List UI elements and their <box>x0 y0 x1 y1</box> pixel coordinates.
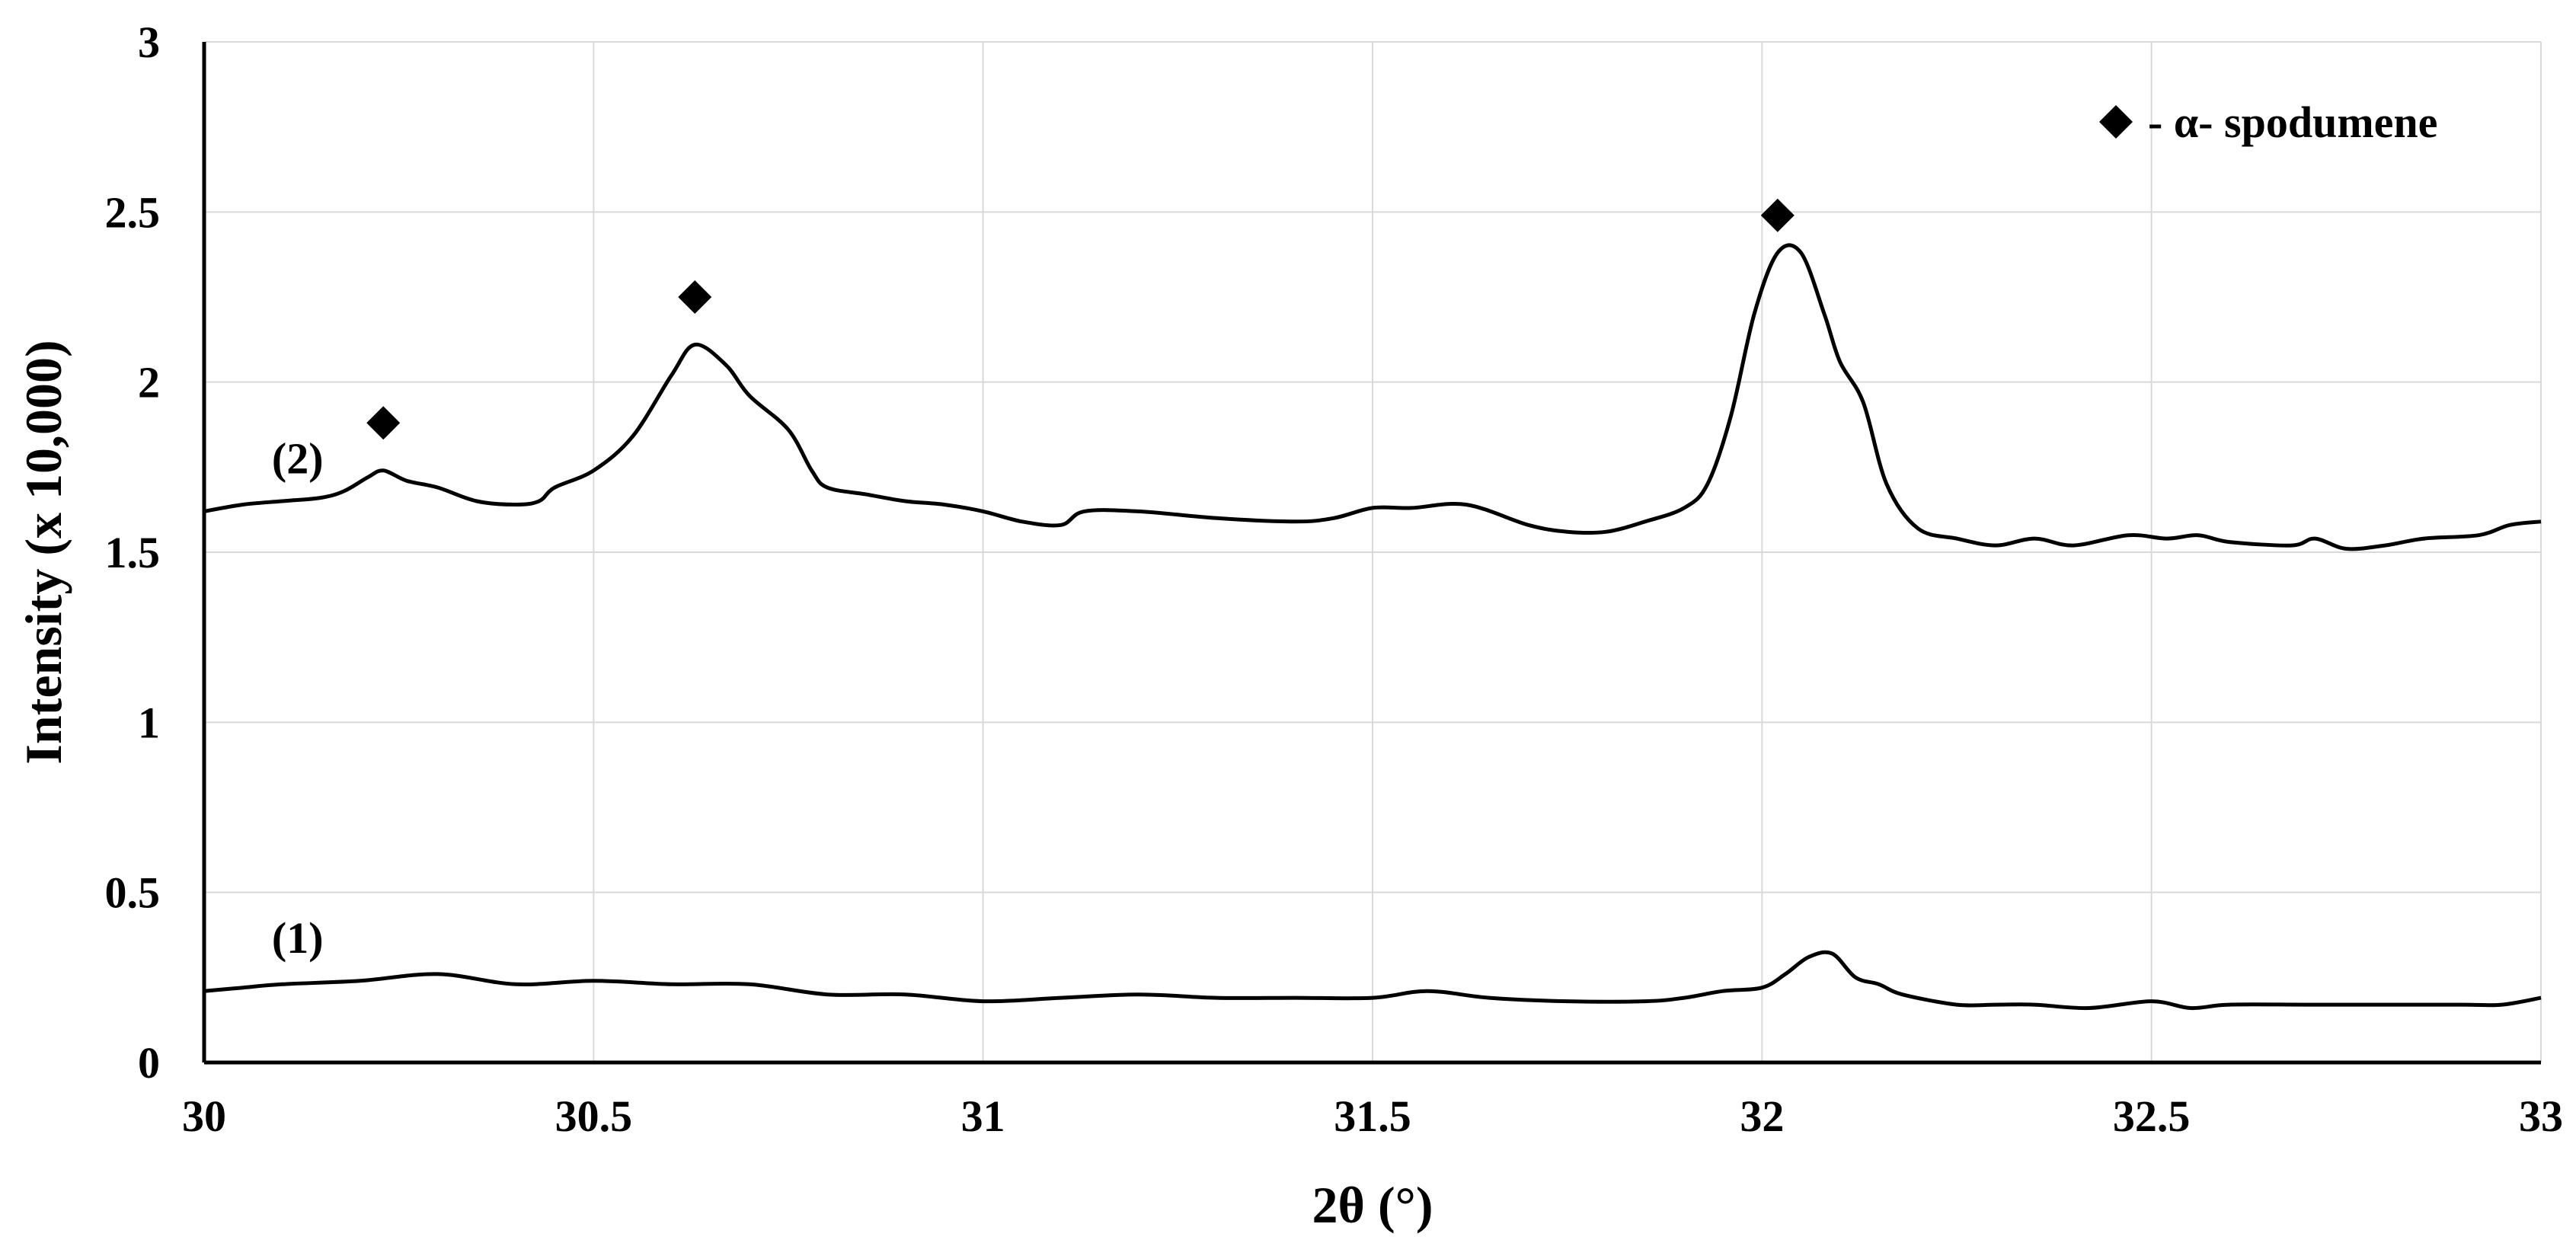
y-tick-label: 2 <box>138 358 160 407</box>
series-label: (1) <box>272 913 324 963</box>
x-tick-label: 32.5 <box>2113 1091 2191 1141</box>
y-tick-label: 3 <box>138 18 160 67</box>
grid-layer <box>203 41 2542 1063</box>
axis-layer <box>202 42 2541 1065</box>
series-line-2 <box>203 243 2542 551</box>
x-tick-label: 30.5 <box>555 1091 633 1141</box>
tick-layer: 30 30.5 31 31.5 32 32.5 33 0 0.5 1 1.5 2 2.5 3 <box>105 18 2564 1141</box>
x-tick-label: 30 <box>182 1091 226 1141</box>
marker-layer <box>366 198 1795 440</box>
y-tick-label: 2.5 <box>105 187 161 237</box>
y-tick-label: 0.5 <box>105 868 161 918</box>
spodumene-marker <box>678 280 712 314</box>
series-layer <box>203 243 2542 1011</box>
x-tick-label: 31 <box>961 1091 1005 1141</box>
y-tick-label: 1 <box>138 698 160 747</box>
legend: - α- spodumene <box>2099 97 2437 147</box>
y-tick-label: 0 <box>138 1038 160 1088</box>
spodumene-marker <box>1760 198 1795 232</box>
series-line-1 <box>203 950 2542 1011</box>
y-tick-label: 1.5 <box>105 528 161 577</box>
x-tick-label: 32 <box>1740 1091 1784 1141</box>
legend-diamond-icon <box>2099 105 2133 139</box>
legend-label: - α- spodumene <box>2148 97 2437 147</box>
series-label: (2) <box>272 433 324 483</box>
label-layer: 2θ (°) Intensity (x 10,000) (2) (1) <box>14 340 1433 1234</box>
x-tick-label: 33 <box>2519 1091 2563 1141</box>
spodumene-marker <box>366 406 401 440</box>
y-axis-title: Intensity (x 10,000) <box>14 340 72 764</box>
x-axis-title: 2θ (°) <box>1312 1176 1433 1234</box>
x-tick-label: 31.5 <box>1334 1091 1411 1141</box>
